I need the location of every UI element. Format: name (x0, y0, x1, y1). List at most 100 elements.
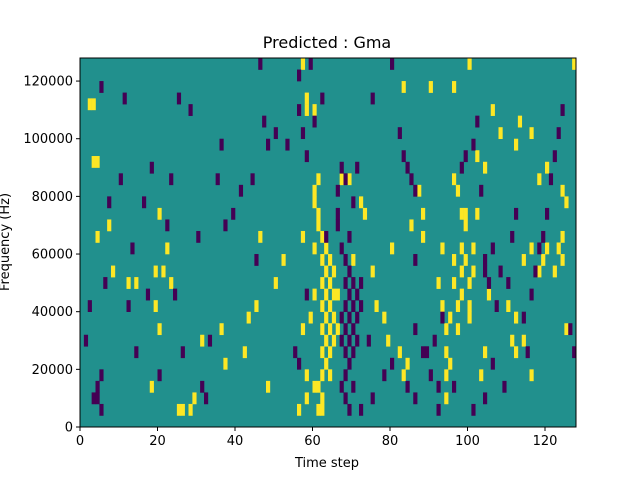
heatmap-cell-high (521, 334, 526, 347)
heatmap-cell-high (455, 323, 461, 336)
heatmap-cell-high (444, 346, 449, 359)
heatmap-cell-low (490, 357, 495, 370)
heatmap-cell-high (463, 219, 468, 232)
heatmap-cell-high (382, 311, 387, 324)
heatmap-cell-high (149, 380, 154, 393)
heatmap-cell-high (331, 288, 337, 301)
heatmap-cell-low (83, 334, 89, 347)
heatmap-cell-low (320, 92, 325, 105)
heatmap-cell-high (386, 334, 391, 347)
heatmap-cell-high (529, 127, 534, 140)
heatmap-cell-high (324, 334, 329, 347)
heatmap-cell-low (343, 277, 348, 289)
heatmap-cell-low (413, 392, 418, 405)
heatmap-cell-high (401, 81, 406, 93)
x-tick-label: 0 (76, 434, 84, 449)
heatmap-cell-high (316, 207, 321, 220)
heatmap-cell-high (467, 300, 472, 312)
heatmap-cell-low (157, 369, 162, 382)
heatmap-cell-low (370, 392, 375, 405)
heatmap-cell-low (355, 161, 360, 174)
heatmap-cell-high (169, 277, 174, 289)
heatmap-cell-high (440, 242, 445, 255)
heatmap-cell-high (498, 127, 503, 140)
heatmap-cell-high (490, 104, 495, 116)
heatmap-cell-high (312, 288, 317, 301)
heatmap-cell-high (405, 357, 410, 370)
heatmap-cell-high (331, 334, 337, 347)
heatmap-cell-high (459, 288, 464, 301)
heatmap-cell-low (537, 242, 542, 255)
heatmap-cell-high (111, 265, 116, 278)
heatmap-cell-high (421, 207, 426, 220)
heatmap-cell-high (254, 300, 259, 312)
heatmap-cell-high (320, 403, 325, 416)
heatmap-cell-high (471, 265, 476, 278)
heatmap-cells (83, 58, 577, 416)
heatmap-cell-high (556, 242, 561, 255)
heatmap-cell-high (517, 115, 523, 128)
heatmap-cell-low (335, 207, 340, 220)
heatmap-cell-high (188, 403, 193, 416)
heatmap-cell-high (328, 369, 333, 382)
heatmap-cell-high (545, 242, 550, 255)
heatmap-cell-low (483, 254, 488, 266)
heatmap-cell-low (343, 323, 348, 336)
heatmap-cell-high (452, 277, 457, 289)
heatmap-cell-high (448, 357, 453, 370)
heatmap-cell-high (320, 300, 325, 312)
x-tick-label: 20 (149, 434, 166, 449)
heatmap-cell-high (514, 311, 519, 324)
heatmap-cell-low (103, 277, 108, 289)
heatmap-cell-low (188, 104, 193, 116)
heatmap-cell-low (351, 277, 356, 289)
heatmap-cell-high (560, 230, 565, 243)
heatmap-cell-high (134, 277, 139, 289)
heatmap-cell-low (173, 288, 178, 301)
heatmap-cell-low (533, 265, 538, 278)
heatmap-cell-low (552, 150, 557, 163)
heatmap-cell-high (347, 173, 352, 186)
heatmap-cell-low (130, 242, 135, 255)
heatmap-cell-high (564, 196, 569, 209)
heatmap-cell-low (421, 346, 426, 359)
heatmap-cell-low (355, 288, 360, 301)
x-tick-label: 80 (382, 434, 399, 449)
heatmap-cell-high (401, 369, 406, 382)
heatmap-cell-low (347, 230, 352, 243)
heatmap-cell-high (521, 254, 526, 266)
heatmap-cell-high (560, 184, 565, 197)
heatmap-cell-high (335, 323, 340, 336)
heatmap-cell-low (413, 184, 418, 197)
heatmap-cell-high (312, 196, 317, 209)
heatmap-cell-high (320, 369, 325, 382)
heatmap-cell-high (529, 242, 534, 255)
heatmap-cell-low (347, 265, 352, 278)
heatmap-cell-low (413, 323, 418, 336)
heatmap-cell-high (560, 254, 565, 266)
heatmap-cell-high (529, 369, 534, 382)
heatmap-cell-high (273, 277, 278, 289)
heatmap-cell-high (316, 403, 321, 416)
heatmap-cell-high (258, 230, 263, 243)
heatmap-cell-high (246, 311, 251, 324)
heatmap-cell-low (405, 161, 410, 174)
heatmap-cell-high (397, 346, 402, 359)
heatmap-cell-low (409, 173, 414, 186)
heatmap-cell-low (300, 127, 306, 140)
heatmap-cell-low (324, 230, 329, 243)
heatmap-cell-high (153, 300, 158, 312)
heatmap-cell-low (471, 403, 476, 416)
heatmap-cell-low (339, 334, 344, 347)
heatmap-cell-high (297, 403, 302, 416)
heatmap-cell-high (328, 300, 333, 312)
heatmap-cell-high (300, 58, 306, 70)
heatmap-cell-low (339, 161, 344, 174)
heatmap-cell-low (254, 254, 259, 266)
heatmap-cell-low (479, 184, 484, 197)
heatmap-cell-high (324, 311, 329, 324)
heatmap-cell-low (459, 161, 464, 174)
heatmap-cell-high (328, 254, 333, 266)
heatmap-cell-low (250, 173, 255, 186)
